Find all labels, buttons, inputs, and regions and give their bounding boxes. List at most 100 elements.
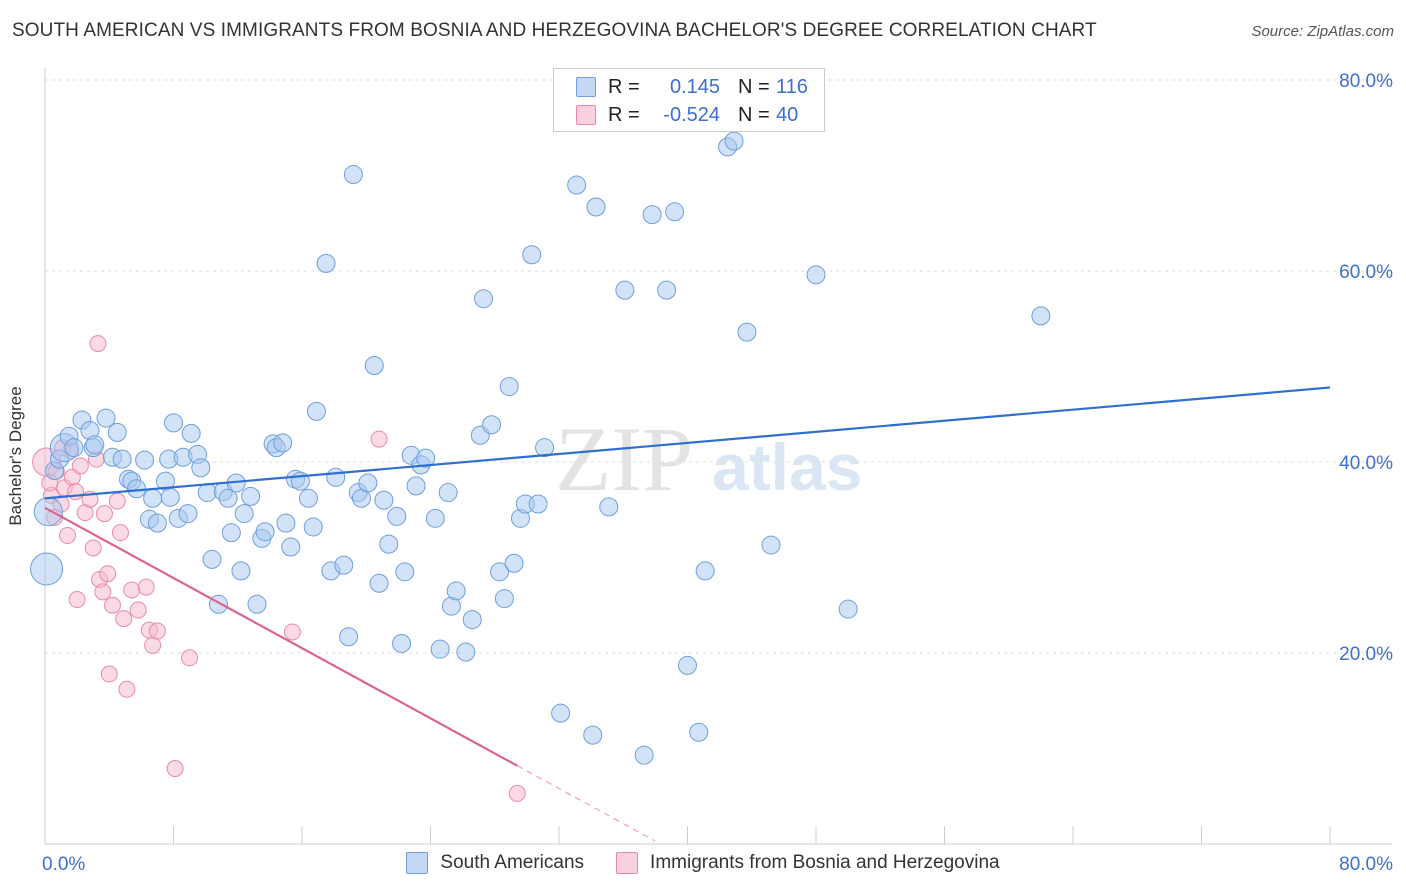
data-point-south-american bbox=[446, 581, 466, 601]
grid-lines bbox=[45, 79, 1392, 654]
data-point-bosnia bbox=[144, 636, 162, 654]
data-point-south-american bbox=[143, 488, 163, 508]
data-point-bosnia bbox=[95, 505, 113, 523]
data-point-south-american bbox=[395, 562, 415, 582]
data-point-south-american bbox=[392, 633, 412, 653]
data-point-south-american bbox=[374, 490, 394, 510]
data-point-south-american bbox=[387, 506, 407, 526]
data-point-south-american bbox=[306, 401, 326, 421]
data-point-south-american bbox=[462, 610, 482, 630]
data-point-south-american bbox=[438, 483, 458, 503]
data-point-south-american bbox=[343, 165, 363, 185]
data-point-south-american bbox=[135, 450, 155, 470]
data-point-south-american bbox=[334, 555, 354, 575]
data-point-south-american bbox=[406, 476, 426, 496]
source-label: Source: ZipAtlas.com bbox=[1251, 23, 1394, 40]
data-point-bosnia bbox=[148, 622, 166, 640]
legend-item-south-americans[interactable]: South Americans bbox=[406, 852, 584, 874]
series-south-american-points bbox=[30, 92, 1051, 765]
data-point-south-american bbox=[64, 438, 84, 458]
data-point-south-american bbox=[30, 552, 64, 586]
data-point-south-american bbox=[221, 523, 241, 543]
legend-label: South Americans bbox=[440, 852, 585, 873]
data-point-south-american bbox=[241, 486, 261, 506]
data-point-south-american bbox=[599, 497, 619, 517]
data-point-south-american bbox=[430, 639, 450, 659]
y-tick-label: 20.0% bbox=[1339, 644, 1393, 665]
data-point-south-american bbox=[657, 280, 677, 300]
data-point-south-american bbox=[634, 745, 654, 765]
legend: South Americans Immigrants from Bosnia a… bbox=[0, 852, 1406, 874]
data-point-south-american bbox=[298, 488, 318, 508]
stats-r-value: 0.145 bbox=[669, 75, 720, 98]
data-point-south-american bbox=[504, 553, 524, 573]
data-point-bosnia bbox=[508, 784, 526, 802]
data-point-bosnia bbox=[118, 680, 136, 698]
data-point-south-american bbox=[806, 265, 826, 285]
watermark: ZIP atlas bbox=[555, 408, 862, 510]
y-tick-label: 80.0% bbox=[1339, 71, 1393, 92]
data-point-south-american bbox=[178, 504, 198, 524]
data-point-south-american bbox=[364, 356, 384, 376]
data-point-south-american bbox=[379, 534, 399, 554]
stats-swatch-pink bbox=[576, 105, 596, 125]
data-point-south-american bbox=[551, 703, 571, 723]
trend-line-south-american bbox=[44, 386, 1331, 500]
data-point-bosnia bbox=[68, 591, 86, 609]
data-point-bosnia bbox=[181, 649, 199, 667]
data-point-bosnia bbox=[115, 610, 133, 628]
data-point-south-american bbox=[33, 497, 63, 527]
watermark-zip: ZIP bbox=[555, 408, 693, 510]
data-point-bosnia bbox=[108, 492, 126, 510]
data-point-south-american bbox=[416, 448, 436, 468]
data-point-south-american bbox=[160, 487, 180, 507]
data-point-bosnia bbox=[103, 596, 121, 614]
data-point-south-american bbox=[247, 594, 267, 614]
data-point-bosnia bbox=[94, 583, 112, 601]
data-point-south-american bbox=[689, 722, 709, 742]
data-point-bosnia bbox=[129, 601, 147, 619]
data-point-south-american bbox=[567, 175, 587, 195]
stats-swatch-blue bbox=[576, 77, 596, 97]
legend-swatch-pink bbox=[616, 852, 639, 874]
stats-box: R = 0.145 N = 116 R = -0.524 N = 40 bbox=[553, 68, 825, 132]
stats-row-south-american: R = 0.145 N = 116 bbox=[576, 73, 808, 101]
data-point-bosnia bbox=[370, 430, 388, 448]
stats-row-bosnia: R = -0.524 N = 40 bbox=[576, 101, 798, 129]
data-point-south-american bbox=[665, 202, 685, 222]
legend-label: Immigrants from Bosnia and Herzegovina bbox=[650, 852, 1000, 873]
legend-item-bosnia[interactable]: Immigrants from Bosnia and Herzegovina bbox=[616, 852, 1000, 874]
data-point-south-american bbox=[761, 535, 781, 555]
data-point-south-american bbox=[490, 562, 510, 582]
data-point-bosnia bbox=[166, 760, 184, 778]
stats-n-value: 40 bbox=[776, 103, 799, 126]
legend-swatch-blue bbox=[406, 852, 429, 874]
watermark-atlas: atlas bbox=[712, 430, 862, 504]
data-point-south-american bbox=[535, 438, 555, 458]
data-point-south-american bbox=[339, 627, 359, 647]
data-point-south-american bbox=[456, 642, 476, 662]
data-point-bosnia bbox=[137, 578, 155, 596]
data-point-south-american bbox=[107, 422, 127, 442]
trend-lines bbox=[44, 386, 1331, 842]
data-point-south-american bbox=[615, 280, 635, 300]
x-tick-label: 80.0% bbox=[1339, 854, 1393, 875]
data-point-bosnia bbox=[111, 524, 129, 542]
data-point-south-american bbox=[273, 433, 293, 453]
data-point-south-american bbox=[164, 413, 183, 433]
data-point-south-american bbox=[127, 479, 147, 499]
stats-n-label: N = bbox=[738, 75, 770, 98]
data-point-bosnia bbox=[100, 665, 118, 683]
data-point-south-american bbox=[303, 517, 323, 537]
data-point-bosnia bbox=[89, 335, 107, 353]
data-point-south-american bbox=[281, 537, 301, 557]
data-point-south-american bbox=[231, 561, 251, 581]
data-point-south-american bbox=[112, 449, 132, 469]
data-point-south-american bbox=[326, 467, 346, 487]
data-point-bosnia bbox=[58, 527, 76, 545]
data-point-south-american bbox=[583, 725, 603, 745]
data-point-south-american bbox=[586, 197, 606, 217]
y-axis-label: Bachelor's Degree bbox=[6, 386, 25, 526]
data-point-south-american bbox=[678, 655, 697, 675]
